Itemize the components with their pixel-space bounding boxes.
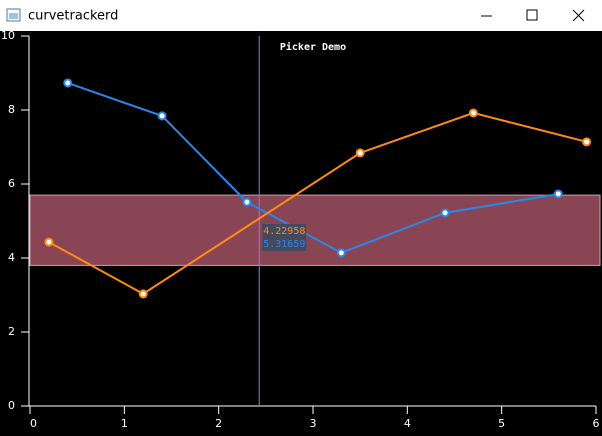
chart-title: Picker Demo	[280, 41, 346, 53]
x-tick-label: 1	[121, 417, 128, 430]
x-tick-label: 6	[593, 417, 600, 430]
point	[355, 148, 365, 158]
point	[44, 237, 54, 247]
point	[336, 248, 346, 258]
point	[468, 108, 478, 118]
window-title: curvetrackerd	[28, 9, 118, 24]
x-tick-label: 3	[310, 417, 317, 430]
plot: 0 2 4 6 8 10 0 1 2 3 4 5 6 Picker Demo 4.22958 5.31659	[1, 29, 601, 430]
y-tick-label: 4	[8, 251, 15, 264]
point	[553, 189, 563, 199]
y-tick-label: 0	[8, 399, 15, 412]
x-tick-label: 0	[30, 417, 37, 430]
x-tick-label: 4	[404, 417, 411, 430]
point	[242, 197, 252, 207]
band	[29, 194, 601, 266]
point	[138, 289, 148, 299]
point	[63, 78, 73, 88]
app-icon-inner	[9, 13, 18, 19]
point	[440, 208, 450, 218]
point	[582, 137, 592, 147]
y-tick-label: 8	[8, 103, 15, 116]
title-bar	[0, 0, 602, 31]
y-tick-label: 2	[8, 325, 15, 338]
y-tick-label: 10	[1, 29, 15, 42]
close-button[interactable]	[572, 9, 585, 22]
maximize-button[interactable]	[526, 9, 538, 21]
tracker-value: 5.31659	[263, 239, 305, 250]
tracker-value: 4.22958	[263, 226, 305, 237]
tracker-box	[262, 224, 307, 251]
point	[157, 111, 167, 121]
x-tick-label: 5	[498, 417, 505, 430]
x-tick-label: 2	[215, 417, 222, 430]
y-tick-label: 6	[8, 177, 15, 190]
